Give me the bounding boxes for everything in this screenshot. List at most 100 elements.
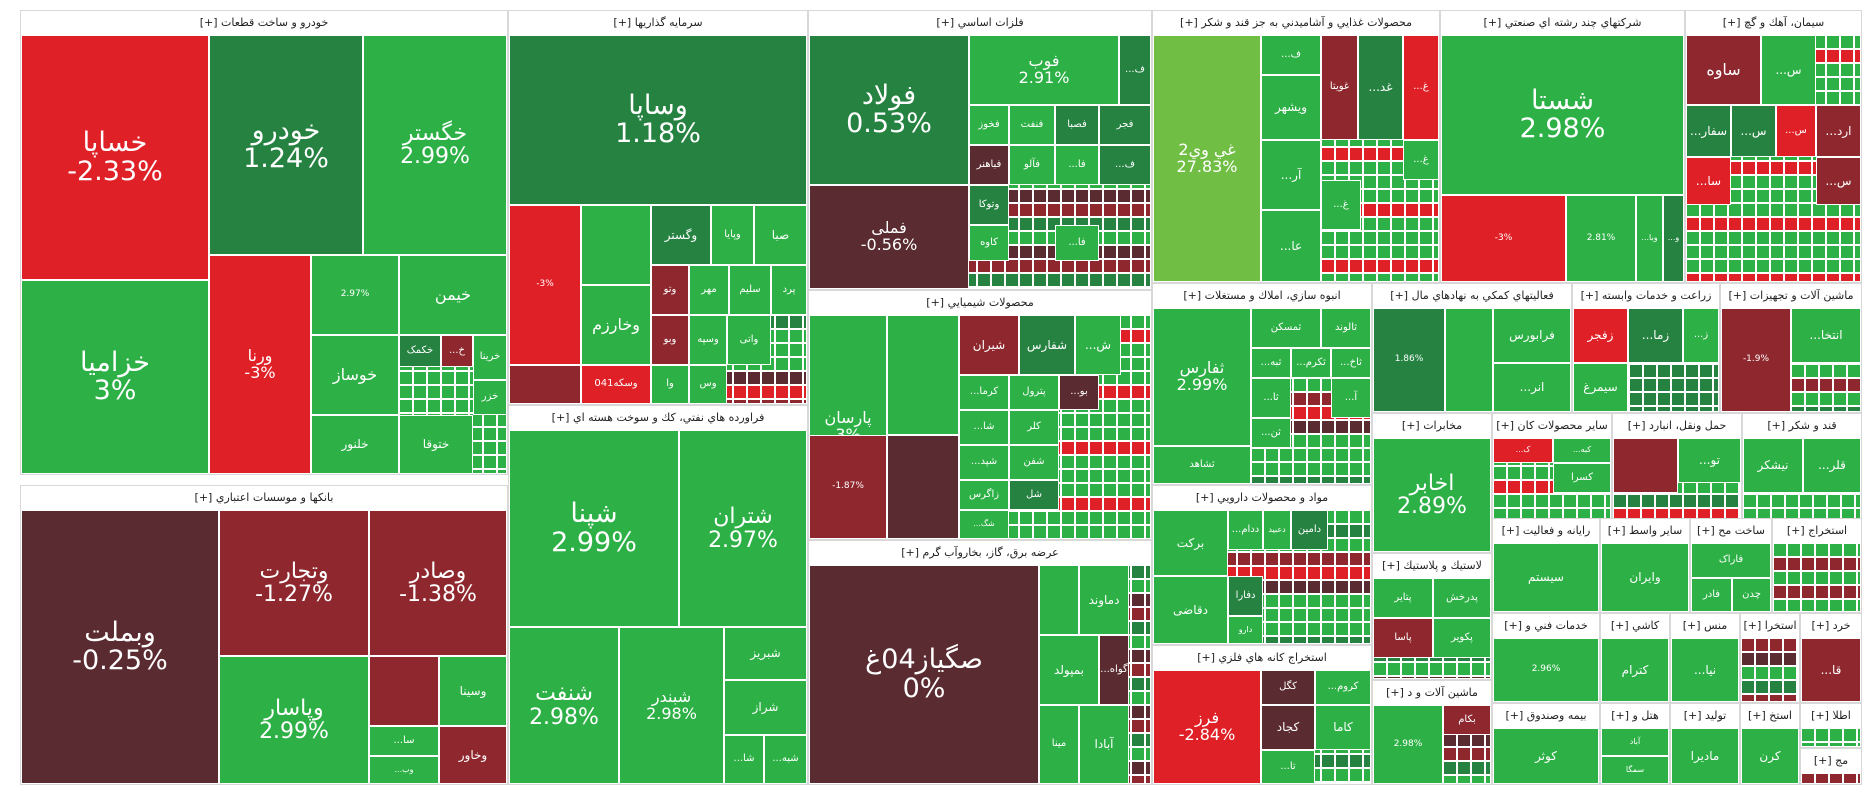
small-stock-tile[interactable] [1131,385,1145,399]
small-stock-tile[interactable] [977,259,991,273]
small-stock-tile[interactable] [497,413,507,427]
small-stock-tile[interactable] [1103,203,1117,217]
small-stock-tile[interactable] [1131,189,1145,203]
small-stock-tile[interactable] [1419,245,1433,259]
small-stock-tile[interactable] [991,287,1005,289]
small-stock-tile[interactable] [1075,469,1089,483]
small-stock-tile[interactable] [1321,273,1335,282]
small-stock-tile[interactable] [1117,497,1131,511]
small-stock-tile[interactable] [1363,161,1377,175]
small-stock-tile[interactable] [1131,483,1145,497]
stock-tile[interactable] [581,205,651,285]
small-stock-tile[interactable] [1075,413,1089,427]
small-stock-tile[interactable] [1145,217,1151,231]
small-stock-tile[interactable] [1349,231,1363,245]
stock-tile[interactable]: وخاور [439,726,507,784]
small-stock-tile[interactable] [1145,483,1151,497]
stock-tile[interactable]: شگ... [959,510,1009,539]
small-stock-tile[interactable] [1131,747,1145,761]
small-stock-tile[interactable] [1433,217,1439,231]
small-stock-tile[interactable] [1145,733,1151,747]
small-stock-tile[interactable] [1391,259,1405,273]
stock-tile[interactable]: بمپولد [1039,635,1099,705]
stock-tile[interactable]: صبا [754,205,807,265]
stock-tile[interactable]: شنفت 2.98% [509,627,619,784]
small-stock-tile[interactable] [399,371,413,385]
small-stock-tile[interactable] [1089,413,1103,427]
stock-tile[interactable]: وا [651,365,689,404]
stock-tile[interactable]: ورنا -3% [209,255,311,474]
small-stock-tile[interactable] [1363,175,1377,189]
small-stock-tile[interactable] [1103,273,1117,287]
stock-tile[interactable]: ف... [1099,145,1151,185]
small-stock-tile[interactable] [1131,245,1145,259]
small-stock-tile[interactable] [1335,161,1349,175]
small-stock-tile[interactable] [1145,649,1151,663]
small-stock-tile[interactable] [413,371,427,385]
small-stock-tile[interactable] [1405,245,1419,259]
small-stock-tile[interactable] [1117,231,1131,245]
small-stock-tile[interactable] [1033,273,1047,287]
small-stock-tile[interactable] [1103,189,1117,203]
small-stock-tile[interactable] [1363,203,1377,217]
small-stock-tile[interactable] [775,399,789,404]
small-stock-tile[interactable] [1419,203,1433,217]
small-stock-tile[interactable] [1335,147,1349,161]
small-stock-tile[interactable] [1089,511,1103,525]
small-stock-tile[interactable] [1061,427,1075,441]
small-stock-tile[interactable] [1391,273,1405,282]
stock-tile[interactable]: عا... [1261,210,1321,282]
small-stock-tile[interactable] [1131,399,1145,413]
stock-tile[interactable]: پرد [771,265,807,315]
small-stock-tile[interactable] [1117,273,1131,287]
small-stock-tile[interactable] [1131,621,1145,635]
small-stock-tile[interactable] [1145,357,1151,371]
stock-tile[interactable]: زاگرس [959,480,1009,510]
small-stock-tile[interactable] [1321,147,1335,161]
small-stock-tile[interactable] [1019,511,1033,525]
small-stock-tile[interactable] [1061,287,1075,289]
small-stock-tile[interactable] [1103,469,1117,483]
stock-tile[interactable]: فا... [1055,225,1099,261]
small-stock-tile[interactable] [1145,747,1151,761]
stock-tile[interactable]: وب... [369,756,439,784]
stock-tile[interactable] [1039,565,1079,635]
small-stock-tile[interactable] [1075,427,1089,441]
stock-tile[interactable]: شتران 2.97% [679,430,807,627]
stock-tile[interactable]: خوساز [311,335,399,415]
small-stock-tile[interactable] [1103,525,1117,539]
small-stock-tile[interactable] [733,399,747,404]
small-stock-tile[interactable] [1145,635,1151,649]
small-stock-tile[interactable] [1419,259,1433,273]
small-stock-tile[interactable] [1075,287,1089,289]
stock-tile[interactable]: شا... [724,735,764,784]
small-stock-tile[interactable] [1061,469,1075,483]
stock-tile[interactable]: کلر [1009,410,1059,445]
stock-tile[interactable]: فملی -0.56% [809,185,969,289]
small-stock-tile[interactable] [1047,259,1061,273]
small-stock-tile[interactable] [1047,203,1061,217]
small-stock-tile[interactable] [1047,525,1061,539]
small-stock-tile[interactable] [1405,273,1419,282]
small-stock-tile[interactable] [427,399,441,413]
small-stock-tile[interactable] [1131,315,1145,329]
stock-tile[interactable]: فوب 2.91% [969,35,1119,105]
stock-tile[interactable]: شیران [959,315,1019,375]
small-stock-tile[interactable] [1117,189,1131,203]
small-stock-tile[interactable] [761,399,775,404]
small-stock-tile[interactable] [1145,413,1151,427]
small-stock-tile[interactable] [1377,259,1391,273]
small-stock-tile[interactable] [1391,245,1405,259]
small-stock-tile[interactable] [1145,329,1151,343]
small-stock-tile[interactable] [1047,273,1061,287]
small-stock-tile[interactable] [1061,189,1075,203]
stock-tile[interactable]: فآلو [1009,145,1055,185]
stock-tile[interactable]: خگستر 2.99% [363,35,507,255]
small-stock-tile[interactable] [1061,511,1075,525]
small-stock-tile[interactable] [1131,371,1145,385]
small-stock-tile[interactable] [1089,483,1103,497]
stock-tile[interactable]: ویشهر [1261,75,1321,140]
small-stock-tile[interactable] [1131,719,1145,733]
small-stock-tile[interactable] [1419,273,1433,282]
stock-tile[interactable]: فجر [1099,105,1151,145]
